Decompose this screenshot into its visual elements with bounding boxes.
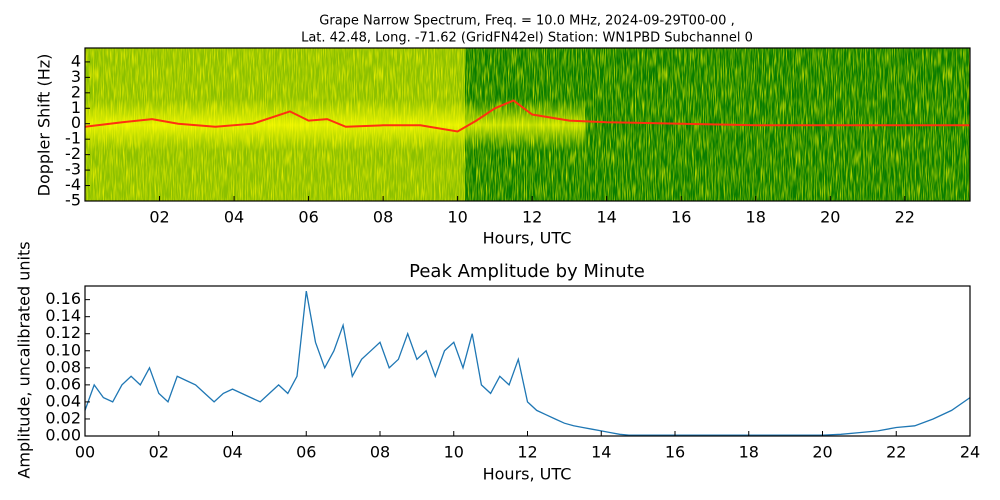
x-tick-label: 16 — [665, 443, 685, 462]
x-tick-label: 02 — [149, 443, 169, 462]
x-tick-label: 10 — [444, 443, 464, 462]
y-tick-label: 0.06 — [45, 374, 81, 393]
x-tick-label: 24 — [960, 443, 980, 462]
y-axis-label: Amplitude, uncalibrated units — [15, 241, 34, 478]
y-tick-label: -1 — [65, 129, 81, 148]
x-tick-label: 14 — [597, 208, 617, 227]
x-tick-label: 16 — [671, 208, 691, 227]
y-tick-label: -3 — [65, 160, 81, 179]
x-axis-label: Hours, UTC — [483, 465, 572, 484]
x-tick-label: 06 — [298, 208, 318, 227]
y-tick-label: 0 — [71, 113, 81, 132]
y-tick-label: -2 — [65, 144, 81, 163]
plot-frame — [84, 47, 971, 202]
chart-title: Peak Amplitude by Minute — [409, 261, 645, 282]
x-tick-label: 14 — [591, 443, 611, 462]
y-tick-label: 3 — [71, 67, 81, 86]
x-tick-label: 22 — [895, 208, 915, 227]
x-tick-label: 08 — [373, 208, 393, 227]
y-tick-label: 0.00 — [45, 426, 81, 445]
x-tick-label: 20 — [820, 208, 840, 227]
y-tick-label: 0.16 — [45, 289, 81, 308]
y-tick-label: -5 — [65, 191, 81, 210]
y-tick-label: 0.10 — [45, 340, 81, 359]
x-tick-label: 18 — [746, 208, 766, 227]
y-tick-label: 4 — [71, 51, 81, 70]
y-tick-label: 0.04 — [45, 391, 81, 410]
plot-frame — [84, 285, 971, 437]
y-tick-label: 0.14 — [45, 306, 81, 325]
chart-title: Lat. 42.48, Long. -71.62 (GridFN42el) St… — [301, 31, 753, 46]
x-tick-label: 22 — [886, 443, 906, 462]
y-tick-label: 0.02 — [45, 408, 81, 427]
x-tick-label: 04 — [222, 443, 242, 462]
x-tick-label: 04 — [224, 208, 244, 227]
y-tick-label: -4 — [65, 175, 81, 194]
y-tick-label: 1 — [71, 98, 81, 117]
x-tick-label: 10 — [447, 208, 467, 227]
x-tick-label: 12 — [517, 443, 537, 462]
chart-title: Grape Narrow Spectrum, Freq. = 10.0 MHz,… — [319, 14, 734, 29]
data-line — [84, 290, 971, 436]
peak-trace — [84, 99, 970, 133]
y-tick-label: 2 — [71, 82, 81, 101]
x-tick-label: 20 — [812, 443, 832, 462]
x-tick-label: 00 — [75, 443, 95, 462]
spectrogram-band — [85, 100, 585, 150]
x-tick-label: 02 — [149, 208, 169, 227]
x-tick-label: 18 — [739, 443, 759, 462]
x-axis-label: Hours, UTC — [483, 229, 572, 248]
x-tick-label: 08 — [370, 443, 390, 462]
y-tick-label: 0.08 — [45, 357, 81, 376]
x-tick-label: 12 — [522, 208, 542, 227]
y-tick-label: 0.12 — [45, 323, 81, 342]
x-tick-label: 06 — [296, 443, 316, 462]
y-axis-label: Doppler Shift (Hz) — [35, 54, 54, 197]
